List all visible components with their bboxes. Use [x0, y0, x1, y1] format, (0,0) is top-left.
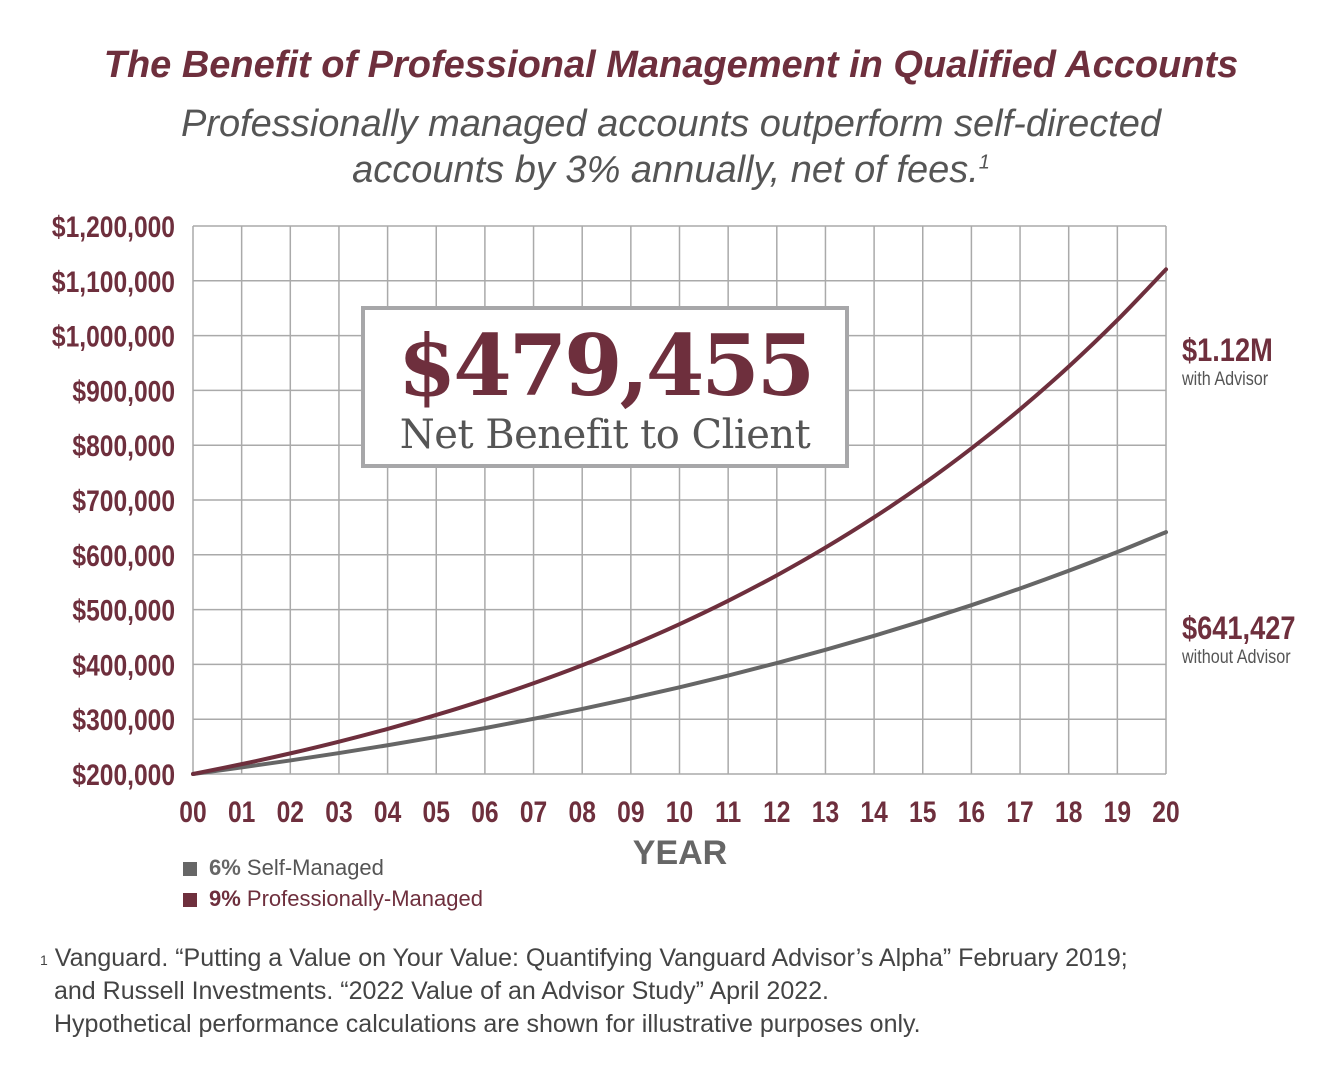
- net-benefit-value: $479,455: [397, 316, 815, 415]
- chart-title: The Benefit of Professional Management i…: [103, 44, 1239, 86]
- legend-swatch-maroon: [183, 893, 197, 908]
- x-tick-label: 14: [860, 795, 888, 829]
- x-tick-label: 01: [228, 795, 255, 829]
- without-advisor-annotation: $641,427 without Advisor: [1182, 610, 1315, 669]
- series-line-self-managed: [191, 530, 1168, 776]
- legend-swatch-gray: [183, 862, 197, 877]
- chart-subtitle-line2: accounts by 3% annually, net of fees.1: [0, 149, 1342, 192]
- x-tick-label: 20: [1152, 795, 1179, 829]
- legend-item-self-managed: 6% Self-Managed: [183, 855, 384, 881]
- x-tick-label: 11: [715, 795, 741, 829]
- x-tick-label: 03: [325, 795, 352, 829]
- footnote-line1: Vanguard. “Putting a Value on Your Value…: [54, 944, 1128, 972]
- x-tick-label: 00: [179, 795, 206, 829]
- x-tick-label: 05: [423, 795, 450, 829]
- legend-rate: 9%: [209, 886, 241, 911]
- x-axis-label: YEAR: [632, 834, 728, 872]
- x-tick-label: 13: [812, 795, 839, 829]
- footnote: 1 Vanguard. “Putting a Value on Your Val…: [40, 942, 1128, 1041]
- x-tick-label: 06: [471, 795, 498, 829]
- x-tick-label: 07: [520, 795, 547, 829]
- with-advisor-annotation: $1.12M with Advisor: [1182, 332, 1289, 391]
- x-tick-label: 09: [617, 795, 644, 829]
- x-tick-label: 16: [958, 795, 985, 829]
- y-tick-label: $300,000: [72, 703, 175, 737]
- legend-label: Self-Managed: [246, 855, 384, 880]
- footnote-number: 1: [40, 952, 48, 968]
- net-benefit-label: Net Benefit to Client: [399, 412, 811, 458]
- x-tick-label: 12: [763, 795, 790, 829]
- x-tick-label: 10: [666, 795, 693, 829]
- x-tick-label: 19: [1104, 795, 1131, 829]
- y-tick-label: $700,000: [72, 484, 175, 518]
- y-tick-label: $200,000: [72, 758, 175, 792]
- with-advisor-label: with Advisor: [1182, 369, 1269, 390]
- legend-label: Professionally-Managed: [246, 886, 483, 911]
- x-tick-label: 08: [569, 795, 596, 829]
- with-advisor-value: $1.12M: [1182, 332, 1273, 368]
- y-tick-label: $1,000,000: [52, 319, 175, 353]
- y-tick-label: $900,000: [72, 374, 175, 408]
- footnote-line2: and Russell Investments. “2022 Value of …: [54, 977, 829, 1005]
- legend-item-professionally-managed: 9% Professionally-Managed: [183, 886, 483, 912]
- x-tick-label: 18: [1055, 795, 1082, 829]
- net-benefit-callout: $479,455 Net Benefit to Client: [361, 306, 849, 468]
- y-tick-label: $800,000: [72, 429, 175, 463]
- y-tick-label: $400,000: [72, 648, 175, 682]
- x-tick-label: 02: [277, 795, 304, 829]
- without-advisor-value: $641,427: [1182, 610, 1296, 646]
- x-tick-label: 17: [1006, 795, 1033, 829]
- y-tick-label: $1,100,000: [52, 264, 175, 298]
- footnote-line3: Hypothetical performance calculations ar…: [54, 1010, 921, 1038]
- series-line-professionally-managed: [191, 267, 1168, 776]
- chart-subtitle-line1: Professionally managed accounts outperfo…: [180, 103, 1162, 145]
- y-tick-label: $1,200,000: [52, 210, 175, 244]
- without-advisor-label: without Advisor: [1182, 647, 1291, 668]
- subtitle-text: accounts by 3% annually, net of fees.: [352, 149, 979, 191]
- y-tick-label: $600,000: [72, 538, 175, 572]
- footnote-mark: 1: [978, 151, 990, 174]
- x-tick-label: 15: [909, 795, 936, 829]
- x-tick-label: 04: [374, 795, 402, 829]
- legend-rate: 6%: [209, 855, 241, 880]
- y-tick-label: $500,000: [72, 593, 175, 627]
